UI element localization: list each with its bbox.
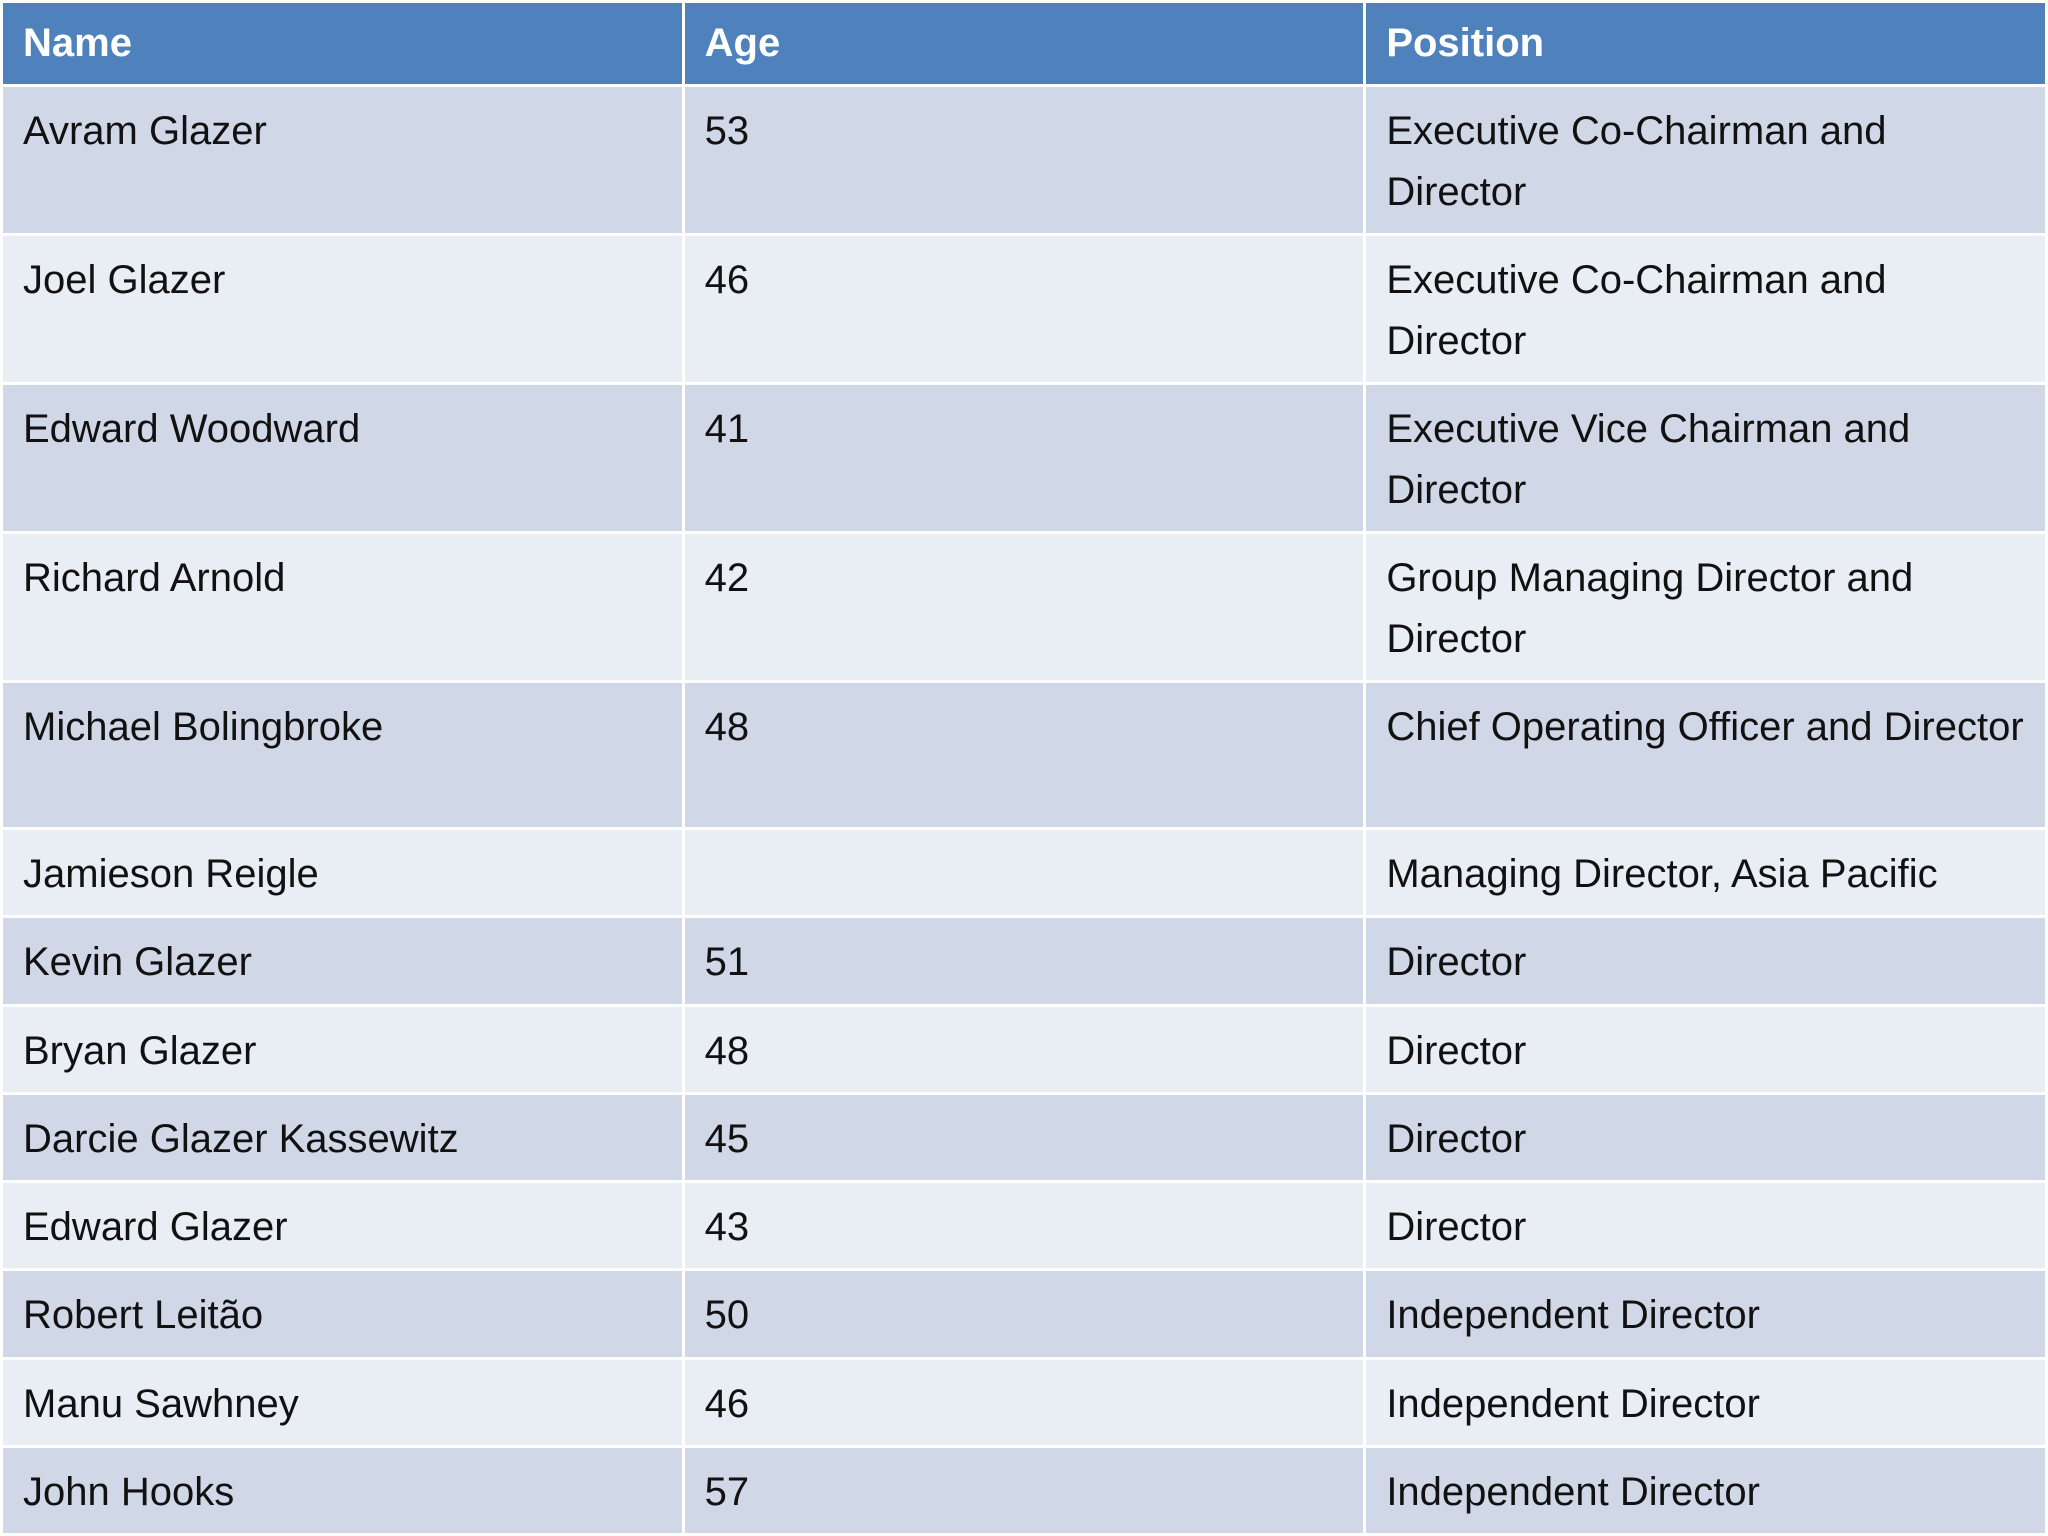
table-cell: 42 [681,531,1367,683]
table-cell: Edward Glazer [0,1179,685,1272]
table-cell: Jamieson Reigle [0,826,685,919]
table-cell: Group Managing Director and Director [1363,531,2048,683]
table-cell: Executive Vice Chairman and Director [1363,382,2048,534]
table-cell: 48 [681,1003,1367,1095]
table-cell: Director [1363,1003,2048,1095]
table-cell: 43 [681,1179,1367,1272]
table-cell: Darcie Glazer Kassewitz [0,1091,685,1184]
table-row: Kevin Glazer 51 Director [0,915,2048,1007]
table-row: Darcie Glazer Kassewitz 45 Director [0,1091,2048,1184]
table-cell: 46 [681,233,1367,385]
table-cell: Managing Director, Asia Pacific [1363,826,2048,919]
table-cell: Joel Glazer [0,233,685,385]
table-row: Michael Bolingbroke 48 Chief Operating Off… [0,680,2048,830]
table-cell: John Hooks [0,1444,685,1536]
table-cell: Manu Sawhney [0,1356,685,1448]
table-cell: 48 [681,680,1367,830]
table-cell: Director [1363,1091,2048,1184]
table-cell: 41 [681,382,1367,534]
table-cell: Richard Arnold [0,531,685,683]
table-row: Manu Sawhney 46 Independent Director [0,1356,2048,1448]
table-header: Name Age Position [0,0,2048,87]
header-cell: Age [681,0,1367,87]
table-cell: Robert Leitão [0,1268,685,1360]
table-cell: 46 [681,1356,1367,1448]
table-cell: Chief Operating Officer and Director [1363,680,2048,830]
table-row: Edward Glazer 43 Director [0,1179,2048,1272]
header-cell: Position [1363,0,2048,87]
table-row: Robert Leitão 50 Independent Director [0,1268,2048,1360]
table-cell: 57 [681,1444,1367,1536]
table-cell [681,826,1367,919]
table-row: John Hooks 57 Independent Director [0,1444,2048,1536]
table-cell: Bryan Glazer [0,1003,685,1095]
table-cell: 51 [681,915,1367,1007]
table-cell: 45 [681,1091,1367,1184]
table-cell: Michael Bolingbroke [0,680,685,830]
table-body: Avram Glazer 53 Executive Co-Chairman and … [0,84,2048,1536]
table-cell: Executive Co-Chairman and Director [1363,233,2048,385]
table-row: Bryan Glazer 48 Director [0,1003,2048,1095]
table-cell: Director [1363,1179,2048,1272]
table-cell: 50 [681,1268,1367,1360]
table-cell: Edward Woodward [0,382,685,534]
table-cell: Kevin Glazer [0,915,685,1007]
table-cell: Avram Glazer [0,84,685,236]
table-row: Edward Woodward 41 Executive Vice Chairman… [0,382,2048,534]
table-row: Avram Glazer 53 Executive Co-Chairman and … [0,84,2048,236]
header-cell: Name [0,0,685,87]
table-row: Jamieson Reigle Managing Director, Asia P… [0,826,2048,919]
table-cell: Executive Co-Chairman and Director [1363,84,2048,236]
table-cell: Independent Director [1363,1444,2048,1536]
table-row: Richard Arnold 42 Group Managing Director … [0,531,2048,683]
table-cell: Independent Director [1363,1356,2048,1448]
table-cell: Director [1363,915,2048,1007]
table-cell: 53 [681,84,1367,236]
table-cell: Independent Director [1363,1268,2048,1360]
header-row: Name Age Position [0,0,2048,87]
table-row: Joel Glazer 46 Executive Co-Chairman and D… [0,233,2048,385]
